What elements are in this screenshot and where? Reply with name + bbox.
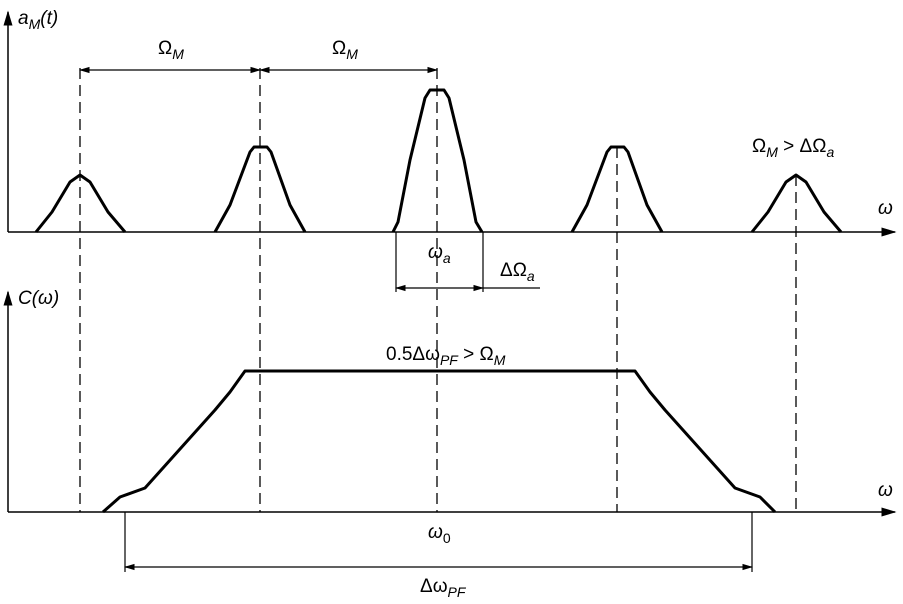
filter-response <box>102 369 777 514</box>
y-label-bottom: C(ω) <box>18 288 59 309</box>
bandwidth-label: ΔΩa <box>500 260 535 284</box>
spectral-peaks <box>34 88 843 233</box>
filter-bandwidth-label: ΔωPF <box>420 576 467 600</box>
spacing-label: ΩM <box>332 38 358 62</box>
axes <box>3 10 897 517</box>
x-label-bottom: ω <box>878 480 893 501</box>
x-label-top: ω <box>878 198 893 219</box>
y-label-top: aM(t) <box>18 8 58 32</box>
carrier-label: ωa <box>428 242 451 266</box>
dimensions <box>78 66 754 572</box>
condition-label: ΩM > ΔΩa <box>752 136 834 160</box>
center-label: ω0 <box>428 522 451 546</box>
spacing-label: ΩM <box>158 38 184 62</box>
dashed-guides <box>79 68 797 512</box>
plateau-label: 0.5ΔωPF > ΩM <box>386 344 506 368</box>
